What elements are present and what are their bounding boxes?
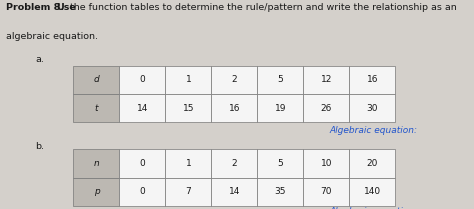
Text: Algebraic equation:: Algebraic equation:	[329, 126, 418, 135]
Bar	[303, 94, 349, 122]
Text: Use: Use	[56, 3, 76, 12]
Bar	[257, 94, 303, 122]
Text: Problem 8.: Problem 8.	[6, 3, 64, 12]
Text: d: d	[93, 75, 100, 84]
Text: 1: 1	[185, 159, 191, 168]
Text: t: t	[95, 104, 98, 113]
Text: 2: 2	[232, 159, 237, 168]
Text: a.: a.	[36, 55, 45, 64]
Bar	[119, 94, 165, 122]
Bar	[73, 178, 119, 206]
Text: 14: 14	[137, 104, 148, 113]
Bar	[165, 94, 211, 122]
Text: 5: 5	[277, 75, 283, 84]
Bar	[303, 178, 349, 206]
Text: 15: 15	[182, 104, 194, 113]
Bar	[257, 149, 303, 178]
Text: Algebraic equation:: Algebraic equation:	[329, 207, 418, 209]
Bar	[119, 149, 165, 178]
Bar	[303, 66, 349, 94]
Text: 12: 12	[321, 75, 332, 84]
Bar	[349, 149, 395, 178]
Text: 30: 30	[366, 104, 378, 113]
Bar	[211, 66, 257, 94]
Bar	[119, 66, 165, 94]
Text: 26: 26	[321, 104, 332, 113]
Text: 1: 1	[185, 75, 191, 84]
Bar	[211, 178, 257, 206]
Bar	[349, 66, 395, 94]
Text: b.: b.	[36, 142, 45, 151]
Bar	[165, 149, 211, 178]
Text: the function tables to determine the rule/pattern and write the relationship as : the function tables to determine the rul…	[70, 3, 457, 12]
Bar	[73, 94, 119, 122]
Bar	[211, 94, 257, 122]
Text: 16: 16	[366, 75, 378, 84]
Bar	[349, 94, 395, 122]
Text: 70: 70	[320, 187, 332, 196]
Text: 0: 0	[139, 187, 146, 196]
Text: 0: 0	[139, 159, 146, 168]
Bar	[257, 66, 303, 94]
Bar	[257, 178, 303, 206]
Text: 2: 2	[232, 75, 237, 84]
Text: n: n	[93, 159, 100, 168]
Bar	[73, 149, 119, 178]
Text: algebraic equation.: algebraic equation.	[6, 32, 98, 41]
Text: 16: 16	[228, 104, 240, 113]
Bar	[165, 66, 211, 94]
Text: p: p	[93, 187, 100, 196]
Text: 0: 0	[139, 75, 146, 84]
Bar	[73, 66, 119, 94]
Text: 19: 19	[274, 104, 286, 113]
Bar	[119, 178, 165, 206]
Text: 7: 7	[185, 187, 191, 196]
Text: 140: 140	[364, 187, 381, 196]
Bar	[211, 149, 257, 178]
Bar	[165, 178, 211, 206]
Bar	[303, 149, 349, 178]
Text: 20: 20	[367, 159, 378, 168]
Text: 35: 35	[274, 187, 286, 196]
Bar	[349, 178, 395, 206]
Text: 14: 14	[229, 187, 240, 196]
Text: 10: 10	[320, 159, 332, 168]
Text: 5: 5	[277, 159, 283, 168]
